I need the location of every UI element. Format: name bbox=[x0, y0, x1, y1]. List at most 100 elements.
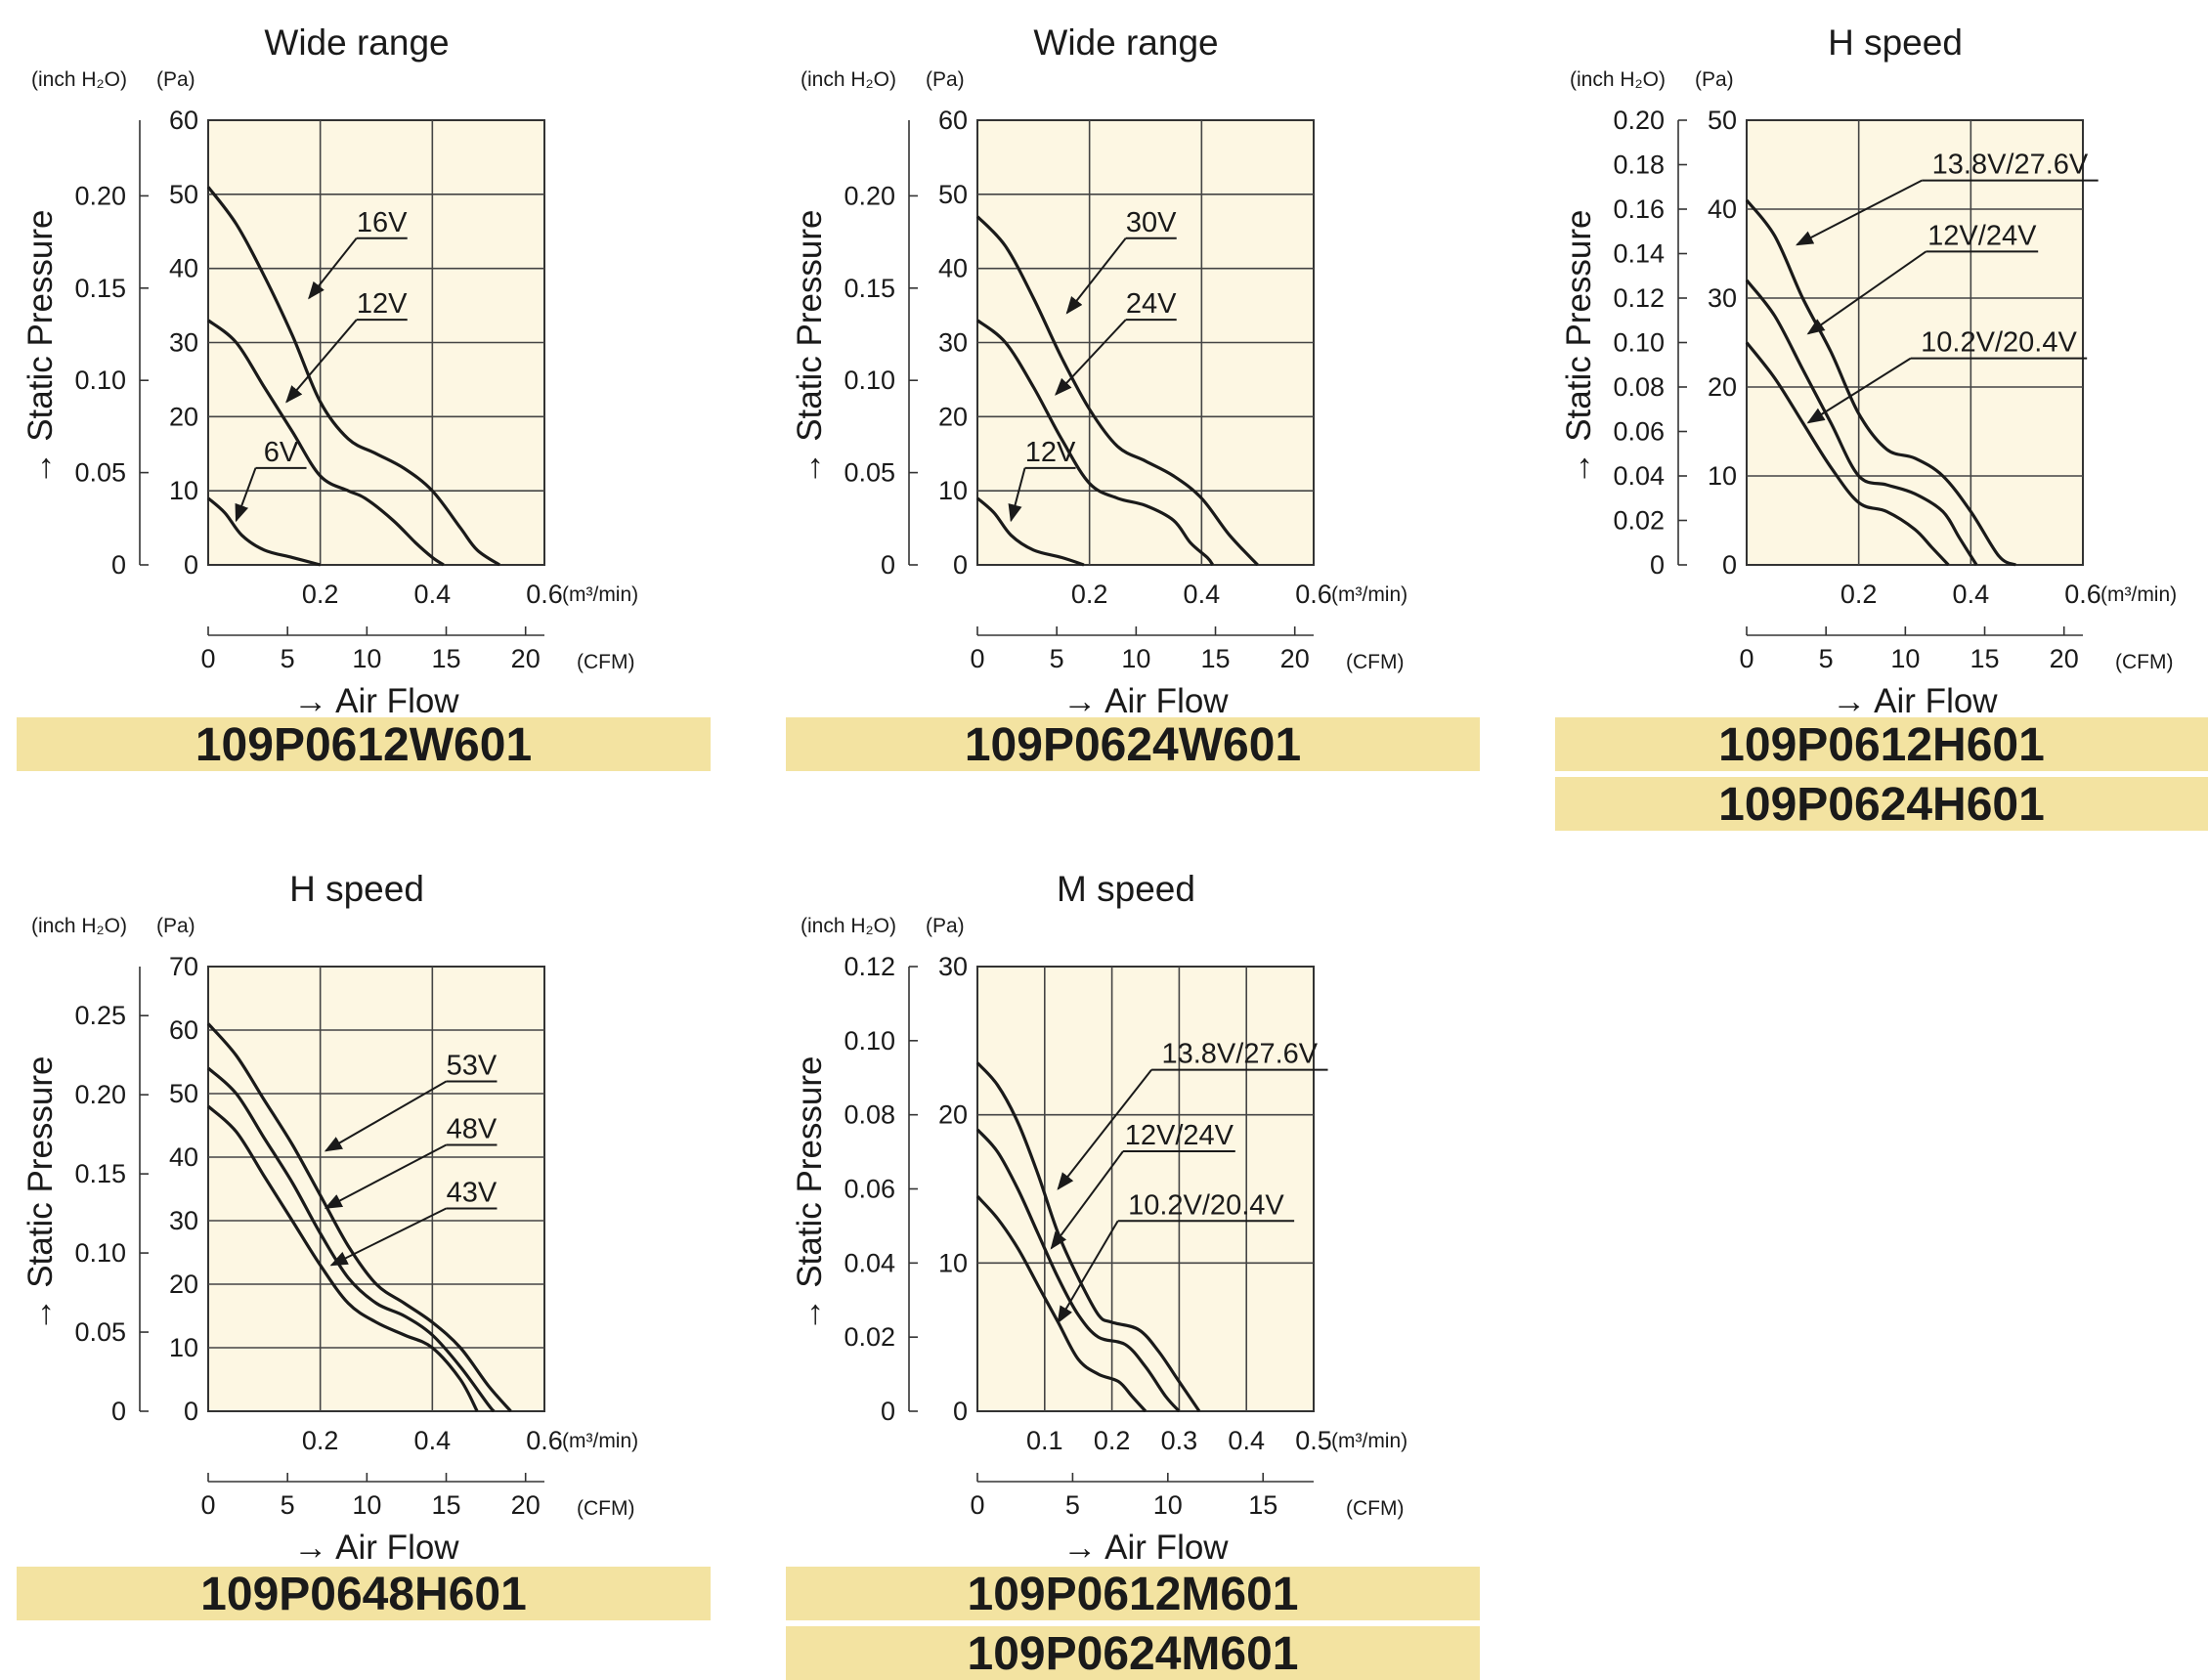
pa-tick-label: 10 bbox=[938, 476, 968, 505]
series-leader-arrow bbox=[1050, 1150, 1124, 1250]
left-unit-label: (inch H₂O) bbox=[1570, 68, 1666, 91]
model-label: 109P0624M601 bbox=[967, 1628, 1299, 1680]
inch-tick-label: 0.04 bbox=[844, 1248, 895, 1277]
series-label: 12V bbox=[357, 288, 408, 320]
left-unit-label: (inch H₂O) bbox=[31, 915, 127, 937]
left-unit-label: (inch H₂O) bbox=[801, 68, 896, 91]
cfm-tick-label: 15 bbox=[1248, 1490, 1277, 1520]
inch-tick-label: 0 bbox=[1650, 550, 1665, 580]
inch-tick-label: 0.16 bbox=[1613, 194, 1665, 224]
inch-tick-label: 0.06 bbox=[1613, 417, 1665, 447]
chart-panel-4: H speed (inch H₂O) (Pa) 0 10 20 30 40 50 60 70 0 0.0… bbox=[0, 846, 743, 1628]
pa-tick-label: 30 bbox=[1708, 283, 1737, 313]
model-label-bar: 109P0612H601 bbox=[1555, 717, 2208, 771]
chart-panel-1: Wide range (inch H₂O) (Pa) 0 10 20 30 40 50 60 0 0.… bbox=[0, 0, 743, 801]
x-tick-label: 0.4 bbox=[1184, 580, 1221, 609]
right-unit-label: (Pa) bbox=[1695, 68, 1734, 91]
x-tick-label: 0.6 bbox=[526, 1426, 563, 1455]
inch-tick-label: 0.18 bbox=[1613, 151, 1665, 180]
cfm-tick-label: 15 bbox=[1201, 644, 1231, 673]
series-leader-arrow bbox=[1057, 1220, 1119, 1324]
x-unit-label: (m³/min) bbox=[562, 583, 638, 606]
inch-tick-label: 0.15 bbox=[74, 274, 126, 303]
pa-tick-label: 50 bbox=[1708, 106, 1737, 135]
pa-tick-label: 0 bbox=[184, 550, 198, 580]
inch-tick-label: 0 bbox=[881, 550, 895, 580]
pa-tick-label: 40 bbox=[1708, 194, 1737, 224]
series-line bbox=[1745, 198, 2016, 567]
y-axis-title: → Static Pressure bbox=[791, 209, 829, 485]
pa-tick-label: 30 bbox=[169, 328, 198, 358]
inch-tick-label: 0.02 bbox=[1613, 506, 1665, 536]
x-unit-label: (m³/min) bbox=[2100, 583, 2177, 606]
chart-title: Wide range bbox=[264, 22, 449, 63]
x-tick-label: 0.2 bbox=[1094, 1426, 1131, 1455]
chart-title: M speed bbox=[1057, 869, 1195, 909]
inch-tick-label: 0.10 bbox=[844, 1026, 895, 1055]
x-unit-label: (m³/min) bbox=[1331, 1430, 1407, 1452]
cfm-tick-label: 15 bbox=[1970, 644, 2000, 673]
inch-tick-label: 0.20 bbox=[74, 181, 126, 210]
cfm-tick-label: 15 bbox=[432, 644, 461, 673]
x-tick-label: 0.1 bbox=[1026, 1426, 1063, 1455]
series-leader-arrow bbox=[324, 1080, 447, 1152]
series-label: 24V bbox=[1126, 288, 1177, 320]
y-axis-title: → Static Pressure bbox=[22, 1055, 60, 1331]
right-unit-label: (Pa) bbox=[156, 68, 195, 91]
pa-tick-label: 0 bbox=[953, 550, 968, 580]
series-label: 53V bbox=[447, 1051, 498, 1082]
pa-tick-label: 0 bbox=[184, 1397, 198, 1426]
series-line bbox=[975, 496, 1085, 567]
inch-tick-label: 0.20 bbox=[74, 1080, 126, 1109]
model-label-bar: 109P0612W601 bbox=[17, 717, 711, 771]
series-line bbox=[206, 496, 322, 567]
right-unit-label: (Pa) bbox=[926, 68, 965, 91]
pa-tick-label: 60 bbox=[169, 1015, 198, 1045]
series-line bbox=[975, 1128, 1181, 1413]
x-tick-label: 0.6 bbox=[1295, 580, 1332, 609]
chart-panel-5: M speed (inch H₂O) (Pa) 0 10 20 30 0 0.02 0.04 0.0… bbox=[769, 846, 1512, 1680]
chart-panel-2: Wide range (inch H₂O) (Pa) 0 10 20 30 40 50 60 0 0.… bbox=[769, 0, 1512, 801]
inch-tick-label: 0.06 bbox=[844, 1175, 895, 1204]
cfm-tick-label: 0 bbox=[200, 644, 215, 673]
inch-tick-label: 0.05 bbox=[74, 1317, 126, 1347]
series-line bbox=[207, 319, 445, 567]
series-leader-arrow bbox=[308, 237, 358, 300]
series-leader-arrow bbox=[1065, 237, 1127, 315]
series-label: 12V bbox=[1025, 437, 1076, 468]
model-label: 109P0624W601 bbox=[964, 719, 1302, 771]
inch-tick-label: 0.15 bbox=[74, 1159, 126, 1188]
chart-svg-3: H speed(inch H₂O) (Pa)0102030405000.020.0… bbox=[1560, 22, 2177, 720]
inch-tick-label: 0.04 bbox=[1613, 461, 1665, 491]
cfm-tick-label: 5 bbox=[281, 1490, 295, 1520]
inch-tick-label: 0.10 bbox=[74, 1238, 126, 1268]
pa-tick-label: 30 bbox=[169, 1206, 198, 1235]
cfm-tick-label: 10 bbox=[1890, 644, 1920, 673]
series-leader-arrow bbox=[329, 1207, 447, 1267]
pa-tick-label: 20 bbox=[938, 402, 968, 431]
inch-tick-label: 0 bbox=[111, 1397, 126, 1426]
inch-tick-label: 0.05 bbox=[74, 458, 126, 488]
x-axis-title: → Air Flow bbox=[1832, 682, 1998, 720]
inch-tick-label: 0.05 bbox=[844, 458, 895, 488]
pa-tick-label: 40 bbox=[169, 254, 198, 283]
series-label: 10.2V/20.4V bbox=[1921, 327, 2077, 359]
series-line bbox=[1745, 341, 1950, 567]
inch-tick-label: 0.08 bbox=[844, 1100, 895, 1130]
plot-area bbox=[1746, 119, 2084, 566]
cfm-tick-label: 0 bbox=[970, 644, 984, 673]
series-label: 30V bbox=[1126, 207, 1177, 238]
inch-tick-label: 0.20 bbox=[844, 181, 895, 210]
inch-tick-label: 0 bbox=[111, 550, 126, 580]
pa-tick-label: 20 bbox=[169, 402, 198, 431]
chart-title: H speed bbox=[1828, 22, 1963, 63]
cfm-tick-label: 15 bbox=[432, 1490, 461, 1520]
cfm-tick-label: 5 bbox=[1065, 1490, 1080, 1520]
pa-tick-label: 10 bbox=[1708, 461, 1737, 491]
pa-tick-label: 0 bbox=[1722, 550, 1737, 580]
plot-area bbox=[207, 966, 545, 1412]
inch-tick-label: 0.14 bbox=[1613, 239, 1665, 269]
x-axis-title: → Air Flow bbox=[1062, 1529, 1229, 1567]
series-label: 10.2V/20.4V bbox=[1128, 1189, 1284, 1221]
pa-tick-label: 60 bbox=[169, 106, 198, 135]
